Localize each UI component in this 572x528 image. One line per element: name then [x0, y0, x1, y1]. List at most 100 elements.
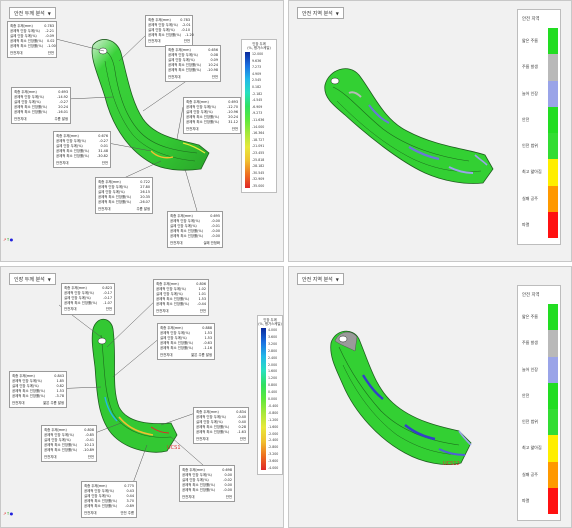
tooltip-row-label: 공제적 인장 두께(%) — [170, 218, 200, 223]
tooltip-row: 최종 두께(mm) 0.823 — [64, 286, 112, 291]
tooltip-row: 실제 인장 두께(%) 1.53 — [160, 336, 212, 341]
tooltip-row: 최종 두께(mm) 0.695 — [170, 214, 220, 219]
tooltip-row: 최종 두께(mm) 0.676 — [56, 134, 108, 139]
tooltip-row-value: -16.01 — [57, 110, 68, 115]
chevron-down-icon: ▼ — [335, 11, 339, 16]
tooltip-row-label: 실제 인장 두께(%) — [98, 189, 125, 194]
legend-tick-label: -9.273 — [252, 111, 263, 116]
legend-swatch — [548, 487, 558, 514]
tooltip-row: 공제적 최소 인장률(%) 31.12 — [186, 120, 238, 125]
tooltip-row: 공제적 최소 인장률(%) -30.82 — [56, 154, 108, 159]
analysis-type-dropdown[interactable]: 안전 지역 분석 ▼ — [297, 7, 344, 19]
tooltip-status-label: 안전지대 — [186, 126, 199, 131]
analysis-type-dropdown[interactable]: 안전 두께 분석 ▼ — [9, 7, 56, 19]
tooltip-row-label: 실제 인장 두께(%) — [186, 109, 213, 114]
tooltip-row-value: 26.15 — [140, 189, 150, 194]
tooltip-status-value: 안전 — [47, 50, 54, 55]
tooltip-row-value: -0.10 — [181, 27, 190, 32]
tooltip-status-label: 안전지대 — [182, 494, 195, 499]
tooltip-row-label: 공제적 최소 인장률(%) — [44, 448, 77, 453]
analysis-type-dropdown[interactable]: 인장 두께 분석 ▼ — [9, 273, 56, 285]
tooltip-status: 안전지대 실패 안정화 — [170, 241, 220, 246]
thickness-scale-legend: 인장 두께 (%, 평가스케일) 12.000 9.636 7.273 4.909 2.54… — [241, 39, 277, 193]
tooltip-row: 실제 인장 두께(%) 1.01 — [156, 292, 206, 297]
tooltip-row-label: 최종 두께(mm) — [44, 427, 67, 432]
tooltip-status: 안전지대 얇은 주름 발생 — [160, 353, 212, 358]
tooltip-row: 공제적 최소 인장률(%) -0.44 — [156, 302, 206, 307]
tooltip-row-label: 공제적 인장 두께(%) — [148, 22, 178, 27]
tooltip-row: 공제적 최소 인장률(%) 0.02 — [10, 39, 55, 44]
tooltip-status-value: 안전 — [211, 74, 218, 79]
probe-tooltip: 최종 두께(mm) 0.676 공제적 인장 두께(%) -0.27 실제 인장 두께(… — [53, 131, 111, 169]
tooltip-row: 공제적 최소 인장률(%) 0.00 — [182, 483, 232, 488]
legend-tick-label: -35.000 — [252, 184, 265, 188]
tooltip-status-value: 실패 안정화 — [203, 240, 220, 245]
tooltip-row-label: 최종 두께(mm) — [84, 483, 107, 488]
tooltip-row: 공제적 최소 인장률(%) -0.00 — [182, 488, 232, 493]
tooltip-row: 공제적 인장 두께(%) -12.70 — [186, 105, 238, 110]
tooltip-row-label: 공제적 최소 인장률(%) — [98, 200, 131, 205]
legend-tick-label: 2.400 — [268, 355, 278, 360]
tooltip-status-value: 주름 발생 — [136, 206, 150, 211]
tooltip-row: 실제 인장 두께(%) -0.01 — [170, 224, 220, 229]
tooltip-status-value: 안전 — [183, 39, 190, 44]
analysis-type-dropdown[interactable]: 안전 지역 분석 ▼ — [297, 273, 344, 285]
tooltip-row-label: 공제적 최소 인장률(%) — [10, 39, 43, 44]
tooltip-row: 공제적 최소 인장률(%) 10.24 — [168, 63, 218, 68]
tooltip-status: 안전지대 안전 — [156, 309, 206, 314]
part-surface[interactable] — [324, 68, 494, 184]
part-surface[interactable] — [91, 39, 210, 171]
tooltip-row-value: -0.89 — [125, 504, 134, 509]
tooltip-row-label: 공제적 최소 인장률(%) — [98, 195, 131, 200]
tooltip-row: 공제적 최소 인장률(%) -1.16 — [160, 346, 212, 351]
tooltip-row-value: 0.28 — [238, 425, 246, 430]
tooltip-status-value: 얇은 주름 발생 — [191, 352, 212, 357]
legend-tick-label: -28.182 — [252, 164, 265, 169]
legend-tick-label: 1.600 — [268, 369, 278, 374]
tooltip-row: 최종 두께(mm) 0.698 — [182, 468, 232, 473]
tooltip-row-value: -0.63 — [203, 341, 212, 346]
tooltip-status-value: 안전 — [231, 126, 238, 131]
legend-tick-label: 0.400 — [268, 390, 278, 395]
tooltip-row-value: 31.48 — [98, 149, 108, 154]
tooltip-status-label: 안전지대 — [156, 308, 169, 313]
tooltip-row: 공제적 최소 인장률(%) 20.24 — [14, 105, 68, 110]
legend-category-label: 파열 — [522, 221, 530, 227]
tooltip-row-label: 공제적 인장 두께(%) — [56, 138, 86, 143]
legend-swatch — [548, 435, 558, 462]
tooltip-status-label: 안전지대 — [170, 240, 183, 245]
tooltip-status: 안전지대 안전 — [182, 495, 232, 500]
legend-tick-label: -16.364 — [252, 131, 265, 136]
tooltip-row-value: 10.13 — [84, 443, 94, 448]
tooltip-row-label: 공제적 인장 두께(%) — [160, 330, 190, 335]
tooltip-row-value: -0.44 — [197, 302, 206, 307]
tooltip-row-label: 공제적 최소 인장률(%) — [186, 115, 219, 120]
probe-tooltip: 최종 두께(mm) 0.843 공제적 인장 두께(%) 1.85 실제 인장 두께(%… — [9, 371, 67, 409]
tooltip-row-label: 공제적 최소 인장률(%) — [170, 229, 203, 234]
part-surface[interactable] — [330, 330, 472, 465]
tooltip-row: 실제 인장 두께(%) -0.09 — [10, 34, 54, 39]
legend-swatch — [548, 159, 558, 186]
tooltip-status-value: 안전 주름 — [120, 510, 134, 515]
tooltip-row: 최종 두께(mm) 0.806 — [156, 282, 206, 287]
legend-tick-label: -0.800 — [268, 410, 279, 415]
axis-triad-icon: ↗↑● — [3, 237, 14, 242]
tooltip-row: 실제 인장 두께(%) 0.01 — [56, 144, 108, 149]
part-view-2[interactable] — [289, 1, 572, 262]
tooltip-row: 공제적 최소 인장률(%) -1.20 — [148, 33, 194, 38]
tooltip-row-value: -0.00 — [223, 488, 232, 493]
tooltip-row: 공제적 최소 인장률(%) 10.13 — [44, 443, 94, 448]
probe-tooltip: 최종 두께(mm) 0.698 공제적 인장 두께(%) 0.00 실제 인장 두께(%… — [179, 465, 235, 503]
tooltip-row-value: 1.02 — [198, 286, 206, 291]
part-view-3[interactable] — [1, 267, 284, 528]
tooltip-row: 공제적 인장 두께(%) -0.85 — [44, 433, 94, 438]
part-view-4[interactable] — [289, 267, 572, 528]
tooltip-row-value: 1.53 — [198, 297, 206, 302]
legend-tick-label: -3.200 — [268, 452, 279, 457]
tooltip-row-value: 0.01 — [100, 143, 108, 148]
probe-tooltip: 최종 두께(mm) 0.693 공제적 인장 두께(%) -14.92 실제 인장 두께… — [11, 87, 71, 125]
part-surface[interactable] — [91, 318, 178, 453]
tooltip-row-value: -1.00 — [46, 44, 56, 49]
tooltip-row-label: 공제적 최소 인장률(%) — [168, 63, 201, 68]
tooltip-row-label: 최종 두께(mm) — [160, 325, 183, 330]
